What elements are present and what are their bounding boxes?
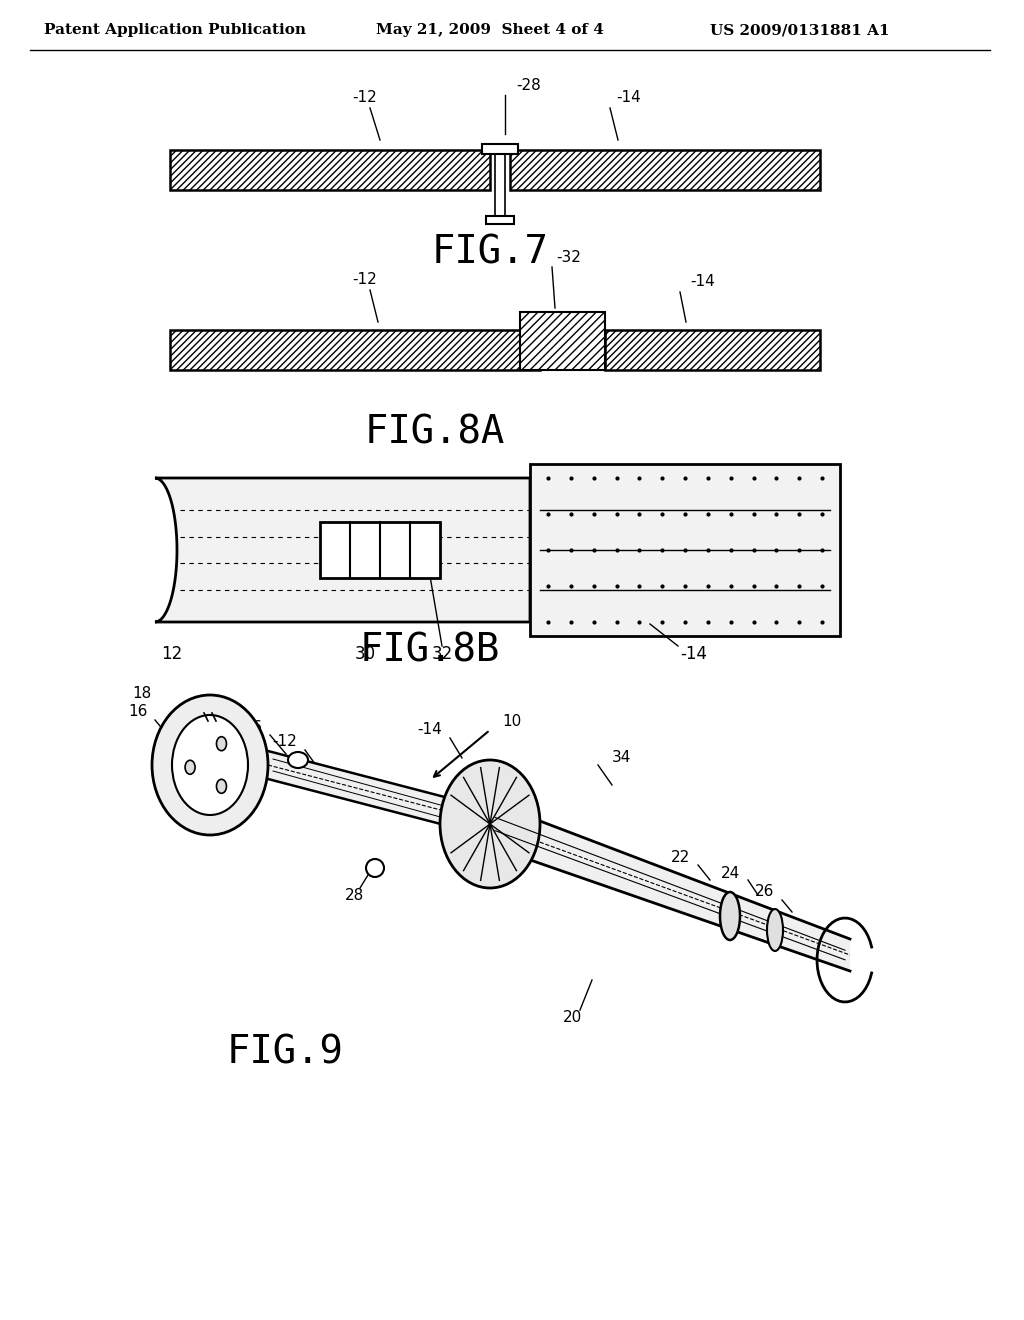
Text: -28: -28 (516, 78, 541, 92)
Text: FIG.8A: FIG.8A (365, 413, 505, 451)
FancyBboxPatch shape (170, 330, 540, 370)
FancyBboxPatch shape (495, 147, 505, 218)
Text: 32: 32 (431, 645, 453, 663)
Text: -14: -14 (616, 91, 641, 106)
FancyBboxPatch shape (510, 150, 820, 190)
Text: 34: 34 (612, 751, 632, 766)
Ellipse shape (152, 696, 268, 836)
Text: US 2009/0131881 A1: US 2009/0131881 A1 (711, 22, 890, 37)
Text: 12: 12 (162, 645, 182, 663)
FancyBboxPatch shape (482, 144, 518, 154)
Text: -14: -14 (690, 275, 715, 289)
Text: 20: 20 (562, 1011, 582, 1026)
Polygon shape (155, 478, 530, 622)
Text: 16: 16 (129, 705, 148, 719)
Ellipse shape (216, 737, 226, 751)
Text: -36: -36 (237, 719, 262, 734)
Text: FIG.7: FIG.7 (431, 234, 549, 271)
FancyBboxPatch shape (486, 216, 514, 224)
Text: -32: -32 (556, 249, 581, 264)
Ellipse shape (720, 892, 740, 940)
Text: FIG.8B: FIG.8B (359, 631, 500, 669)
Text: 28: 28 (345, 887, 365, 903)
Text: -14: -14 (680, 645, 707, 663)
Text: 18: 18 (133, 686, 152, 701)
Ellipse shape (288, 752, 308, 768)
Text: -12: -12 (352, 272, 378, 288)
Ellipse shape (172, 715, 248, 814)
Text: 22: 22 (671, 850, 690, 866)
Polygon shape (268, 751, 460, 829)
Text: 24: 24 (721, 866, 740, 880)
Ellipse shape (216, 779, 226, 793)
Text: -12: -12 (352, 91, 378, 106)
FancyBboxPatch shape (170, 150, 490, 190)
Text: FIG.9: FIG.9 (226, 1034, 343, 1071)
Text: May 21, 2009  Sheet 4 of 4: May 21, 2009 Sheet 4 of 4 (376, 22, 604, 37)
Text: 30: 30 (354, 645, 376, 663)
Text: -14: -14 (417, 722, 442, 738)
Text: -12: -12 (272, 734, 297, 750)
Polygon shape (490, 803, 850, 972)
FancyBboxPatch shape (319, 521, 440, 578)
Ellipse shape (185, 760, 196, 775)
FancyBboxPatch shape (520, 312, 605, 370)
Ellipse shape (366, 859, 384, 876)
Text: 26: 26 (755, 884, 774, 899)
Ellipse shape (767, 909, 783, 950)
Text: Patent Application Publication: Patent Application Publication (44, 22, 306, 37)
FancyBboxPatch shape (530, 465, 840, 636)
Ellipse shape (440, 760, 540, 888)
Text: 10: 10 (502, 714, 521, 730)
FancyBboxPatch shape (605, 330, 820, 370)
